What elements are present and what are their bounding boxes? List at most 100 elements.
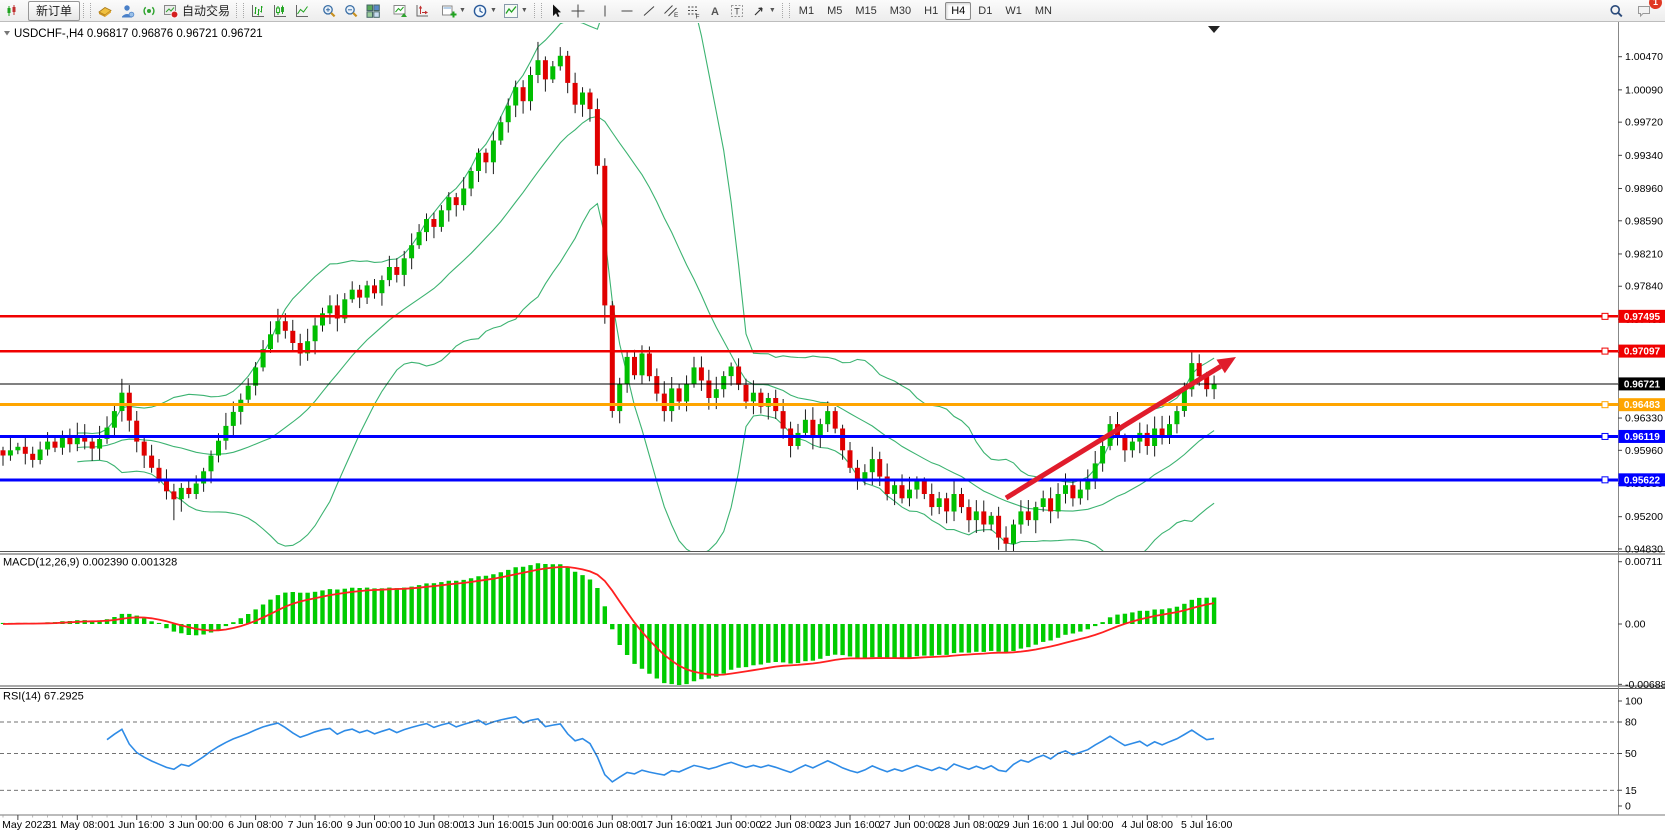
timeframe-M5[interactable]: M5: [821, 2, 848, 20]
candle-body: [520, 87, 526, 102]
timeframe-MN[interactable]: MN: [1029, 2, 1058, 20]
candle-body: [847, 450, 853, 468]
line-handle[interactable]: [1601, 401, 1609, 409]
candle-body: [334, 305, 340, 319]
channel-icon: E: [663, 4, 679, 19]
candle-body: [981, 511, 987, 525]
trendline-button[interactable]: [638, 1, 660, 21]
candle-body: [1048, 498, 1054, 512]
timeframe-group: M1 M5 M15 M30 H1 H4 D1 W1 MN: [793, 1, 1058, 20]
macd-tick-label: 0.00: [1625, 619, 1646, 631]
notifications-button[interactable]: [1633, 1, 1655, 21]
price-axis[interactable]: [1618, 22, 1665, 815]
zoom-out-icon: [345, 4, 358, 17]
cursor-button[interactable]: [545, 1, 567, 21]
candle-body: [134, 420, 140, 442]
notification-badge[interactable]: 1: [1649, 0, 1662, 9]
metaeditor-button[interactable]: [94, 1, 116, 21]
chart-area[interactable]: 1.00470 1.00090 0.99720 0.99340 0.98960 0.985…: [0, 22, 1665, 833]
candle-body: [260, 349, 266, 368]
candle-body: [817, 424, 823, 438]
candle-body: [1144, 432, 1150, 446]
timeframe-M1[interactable]: M1: [793, 2, 820, 20]
new-order-button[interactable]: 新订单: [28, 0, 81, 21]
chevron-down-icon: ▼: [489, 7, 497, 14]
autotrading-icon: [164, 4, 179, 18]
line-handle[interactable]: [1601, 476, 1609, 484]
text-label-button[interactable]: T: [726, 1, 748, 21]
accounts-button[interactable]: [116, 1, 138, 21]
timeframe-M15[interactable]: M15: [849, 2, 882, 20]
tile-windows-button[interactable]: [362, 1, 384, 21]
candle-body: [30, 453, 36, 460]
candle-body: [580, 92, 585, 105]
time-tick-label: 31 May 08:00: [45, 819, 109, 831]
zoom-in-button[interactable]: [318, 1, 340, 21]
arrange-axis-icon: [416, 4, 429, 16]
chat-bubble-icon: [1638, 5, 1650, 17]
trend-arrow[interactable]: [1004, 364, 1222, 501]
candle-body: [832, 411, 838, 429]
trend-arrow-head[interactable]: [1216, 357, 1236, 374]
candle-body: [587, 92, 593, 110]
candle-body: [936, 498, 942, 507]
price-line-badge-label: 0.96119: [1624, 432, 1660, 443]
new-chart-icon[interactable]: [0, 0, 28, 22]
indicators-dropdown-button[interactable]: ▼: [500, 1, 531, 21]
candle-body: [290, 330, 296, 343]
bar-chart-button[interactable]: [247, 1, 269, 21]
timeframe-W1[interactable]: W1: [999, 2, 1028, 20]
candle-body: [357, 289, 363, 298]
candle-body: [1055, 494, 1061, 512]
line-handle[interactable]: [1601, 347, 1609, 355]
timeframe-M30[interactable]: M30: [884, 2, 917, 20]
timeframe-H1[interactable]: H1: [918, 2, 944, 20]
time-axis[interactable]: [0, 815, 1665, 833]
candle-body: [268, 334, 273, 350]
candle-body: [156, 467, 162, 480]
text-button[interactable]: A: [704, 1, 726, 21]
time-tick-label: 1 Jun 16:00: [109, 819, 164, 831]
candle-body: [854, 467, 860, 481]
timeframe-H4[interactable]: H4: [945, 1, 972, 20]
horizontal-line-button[interactable]: [616, 1, 638, 21]
candle-body: [542, 60, 548, 80]
candle-body: [624, 356, 630, 384]
price-tick-label: 0.98960: [1625, 183, 1663, 195]
indicators-icon: [503, 3, 518, 18]
candle-body: [349, 289, 355, 300]
candle-body: [921, 480, 927, 494]
line-handle[interactable]: [1601, 432, 1609, 440]
equidistant-channel-button[interactable]: E: [660, 1, 682, 21]
vertical-line-button[interactable]: [594, 1, 616, 21]
arrange-axis-button[interactable]: [411, 1, 433, 21]
line-handle[interactable]: [1601, 312, 1609, 320]
price-line-badge-label: 0.95622: [1624, 475, 1661, 486]
candlestick-chart-button[interactable]: [269, 1, 291, 21]
candle-body: [461, 188, 467, 206]
candle-body: [654, 376, 660, 394]
crosshair-button[interactable]: [567, 1, 589, 21]
autotrading-button[interactable]: 自动交易: [160, 1, 233, 21]
search-button[interactable]: [1605, 1, 1627, 21]
svg-text:T: T: [734, 6, 740, 16]
horizontal-line-icon: [621, 10, 633, 11]
bar-chart-icon: [252, 4, 265, 17]
user-icon: [122, 4, 135, 17]
period-dropdown-button[interactable]: ▼: [469, 1, 500, 21]
new-chart-dropdown-button[interactable]: ▼: [438, 1, 469, 21]
arrows-dropdown-button[interactable]: ▼: [748, 1, 779, 21]
candle-body: [438, 210, 444, 227]
candle-body: [1196, 363, 1202, 377]
symbol-dropdown-icon[interactable]: [4, 31, 10, 36]
timeframe-D1[interactable]: D1: [972, 2, 998, 20]
candle-body: [959, 494, 964, 508]
signals-button[interactable]: [138, 1, 160, 21]
zoom-out-button[interactable]: [340, 1, 362, 21]
fibonacci-button[interactable]: F: [682, 1, 704, 21]
toolbar-grip: [781, 3, 790, 18]
macd-tick-label: -0.006888: [1625, 679, 1665, 691]
auto-arrange-button[interactable]: [389, 1, 411, 21]
line-chart-button[interactable]: [291, 1, 313, 21]
candle-body: [758, 392, 764, 407]
